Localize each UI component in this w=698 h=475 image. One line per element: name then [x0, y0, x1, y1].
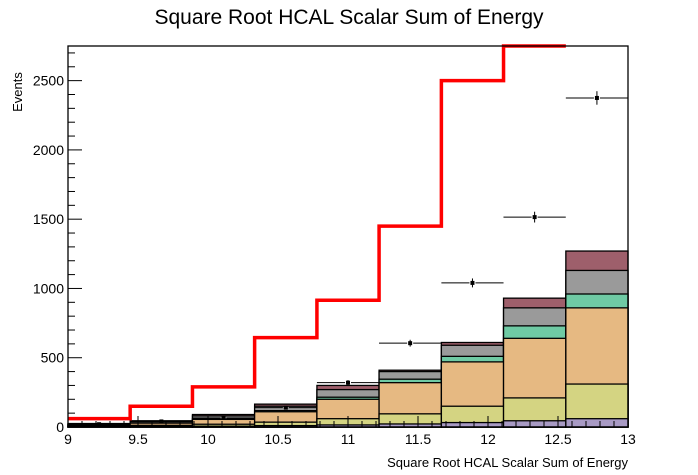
x-tick-label: 11 — [341, 431, 356, 447]
data-point — [130, 419, 193, 424]
x-tick-label: 9.5 — [128, 431, 148, 447]
data-point — [441, 278, 504, 288]
chart-title: Square Root HCAL Scalar Sum of Energy — [154, 6, 544, 29]
y-tick-label: 500 — [41, 350, 65, 366]
data-point-marker — [470, 280, 475, 285]
data-point — [379, 339, 442, 347]
x-tick-label: 10 — [200, 431, 216, 447]
data-point — [254, 405, 317, 410]
y-tick-label: 0 — [56, 419, 64, 435]
y-tick-label: 1500 — [33, 211, 64, 227]
stack-bar — [502, 420, 567, 428]
data-point-marker — [97, 422, 102, 427]
background-stack — [67, 250, 629, 428]
data-point — [565, 91, 628, 105]
y-tick-label: 1000 — [33, 280, 64, 296]
x-tick-label: 13 — [620, 431, 636, 447]
axes: 0 500 1000 1500 2000 2500 9 9.5 10 10.5 11 11.5 12 12… — [33, 45, 636, 447]
data-point — [192, 415, 255, 420]
data-point — [503, 211, 566, 223]
y-axis-label: Events — [10, 72, 25, 112]
x-tick-label: 10.5 — [264, 431, 291, 447]
data-point-marker — [346, 380, 350, 385]
data-point — [316, 380, 380, 386]
y-tick-label: 2000 — [33, 142, 64, 158]
x-tick-label: 12 — [480, 431, 496, 447]
data-point-marker — [221, 415, 226, 420]
data-point-marker — [594, 95, 599, 100]
data-point-marker — [283, 405, 288, 410]
x-axis-label: Square Root HCAL Scalar Sum of Energy — [387, 455, 628, 470]
y-tick-label: 2500 — [33, 73, 64, 89]
data-point-marker — [532, 215, 537, 220]
stack-bar — [565, 418, 629, 428]
x-tick-label: 9 — [64, 431, 72, 447]
data-point-marker — [408, 341, 413, 346]
data-points — [68, 91, 628, 427]
data-point-marker — [159, 419, 164, 424]
stack-bar — [440, 421, 505, 428]
x-tick-label: 12.5 — [544, 431, 571, 447]
signal-step-line — [68, 44, 566, 421]
signal-histogram — [68, 44, 566, 421]
x-tick-label: 11.5 — [405, 431, 431, 447]
